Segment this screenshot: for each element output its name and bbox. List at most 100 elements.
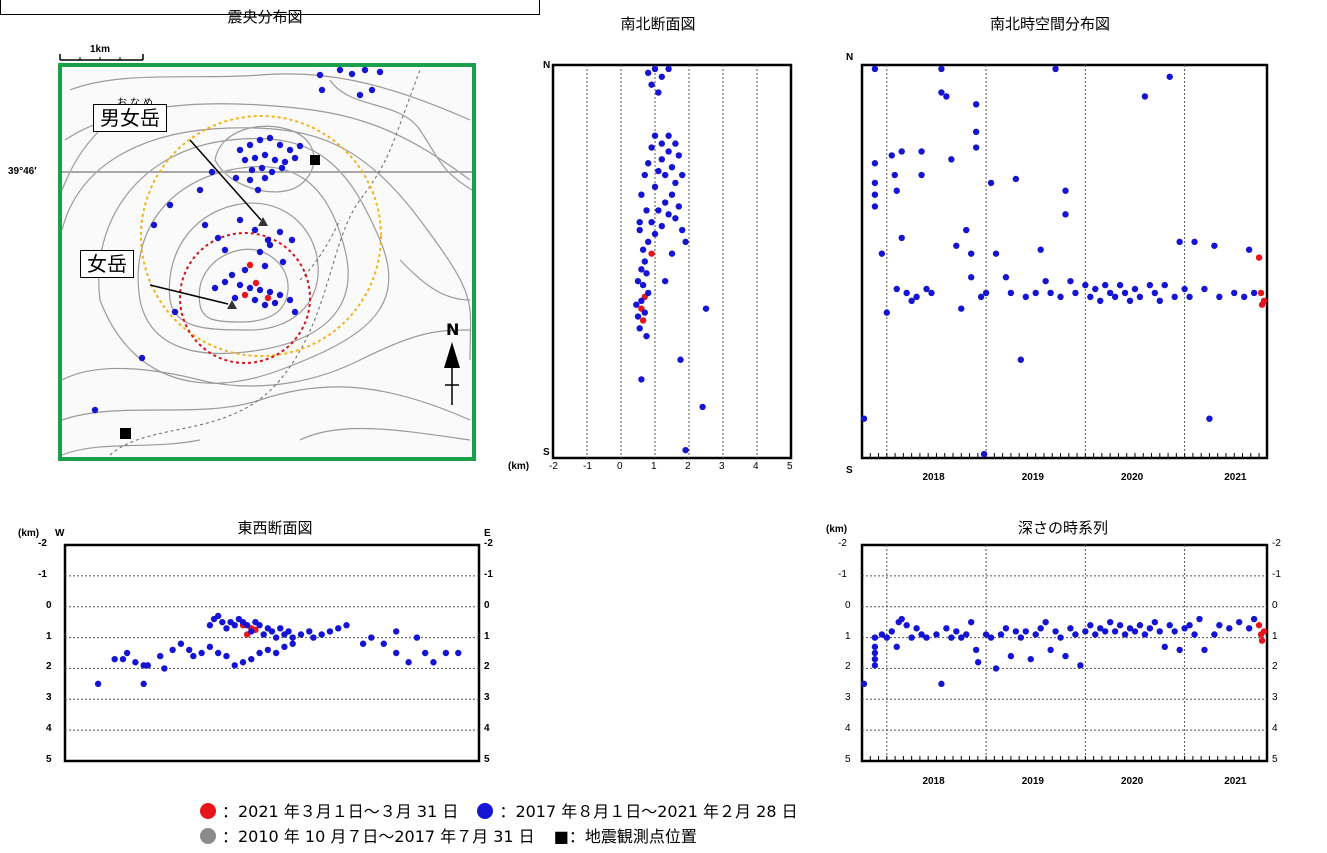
- ew-point-blue: [239, 659, 247, 666]
- legend-blue-text: ：2017 年８月１日～2021 年２月 28 日: [499, 802, 798, 821]
- epicenter-dot-blue: [201, 221, 209, 229]
- dt-point-blue: [1226, 625, 1233, 632]
- peak2-callout: 女岳: [80, 250, 134, 278]
- dt-point-blue: [1236, 618, 1243, 626]
- ns-point-blue: [658, 156, 665, 163]
- ns-point-blue: [699, 403, 706, 411]
- peak2-triangle-icon: [227, 300, 237, 309]
- ns-point-blue: [668, 191, 676, 198]
- nst-point-blue: [1181, 285, 1188, 293]
- ns-point-blue: [658, 222, 665, 230]
- ns-x-tick: 5: [787, 461, 793, 472]
- ns-point-blue: [675, 203, 682, 210]
- nst-point-blue: [1126, 297, 1134, 304]
- ew-point-blue: [430, 659, 437, 666]
- nst-point-blue: [1042, 277, 1049, 285]
- nst-point-blue: [1250, 289, 1258, 297]
- ns-km-label: (km): [508, 461, 530, 472]
- epicenter-dot-blue: [276, 291, 284, 299]
- nst-point-blue: [1176, 238, 1183, 246]
- nst-point-blue: [1216, 293, 1223, 301]
- ns-point-blue: [668, 163, 676, 171]
- epicenter-dot-blue: [246, 284, 254, 292]
- dt-point-blue: [948, 634, 955, 641]
- dt-point-blue: [997, 631, 1005, 638]
- dt-point-blue: [1186, 622, 1193, 629]
- dt-y-tick-right: 0: [1272, 599, 1278, 611]
- dt-y-tick-right: 3: [1272, 692, 1278, 704]
- dt-y-tick-right: 4: [1272, 723, 1278, 735]
- ns-point-red: [648, 250, 655, 257]
- epicenter-dot-blue: [150, 221, 158, 229]
- dt-x-label: 2020: [1120, 776, 1144, 787]
- ns-point-blue: [639, 281, 647, 289]
- nst-point-blue: [938, 65, 945, 73]
- latitude-label: 39°46′: [8, 166, 37, 177]
- dt-point-blue: [903, 622, 910, 629]
- ew-point-blue: [206, 643, 214, 651]
- ew-point-blue: [186, 646, 193, 654]
- dt-point-blue: [878, 631, 886, 638]
- ns-x-tick: -1: [583, 461, 592, 472]
- epicenter-dot-blue: [248, 166, 256, 174]
- dt-point-blue: [1047, 646, 1054, 654]
- dt-point-blue: [1042, 618, 1049, 626]
- nst-point-blue: [1007, 289, 1015, 297]
- ns-point-blue: [662, 199, 669, 206]
- dt-point-blue: [1121, 631, 1129, 638]
- dt-y-tick-left: 1: [845, 630, 851, 642]
- nst-point-blue: [972, 144, 980, 151]
- yellow-dotted-circle: [140, 115, 382, 357]
- ns-point-blue: [672, 215, 679, 222]
- epicenter-dot-blue: [251, 226, 259, 234]
- epicenter-dot-blue: [254, 186, 262, 194]
- ns-x-tick: 3: [719, 461, 725, 472]
- dt-point-blue: [1097, 625, 1104, 632]
- dt-point-blue: [1216, 622, 1223, 629]
- ew-point-blue: [157, 652, 164, 660]
- dt-point-blue: [1171, 628, 1178, 635]
- epicenter-dot-blue: [261, 301, 269, 309]
- dt-point-blue: [888, 628, 895, 635]
- nst-point-blue: [963, 226, 970, 234]
- nst-point-blue: [1131, 285, 1139, 293]
- ew-point-blue: [393, 628, 400, 635]
- ew-point-blue: [368, 634, 375, 641]
- dt-point-blue: [871, 662, 879, 669]
- ew-y-tick-left: 5: [46, 754, 52, 765]
- dt-y-tick-left: 0: [845, 599, 851, 611]
- dt-point-blue: [943, 625, 950, 632]
- legend-row-1: ：2021 年３月１日～３月 31 日 ：2017 年８月１日～2021 年２月…: [200, 798, 798, 822]
- nst-point-blue: [1136, 293, 1144, 301]
- dt-point-blue: [1101, 628, 1109, 635]
- dt-point-blue: [1017, 634, 1025, 641]
- nst-point-blue: [958, 305, 965, 312]
- epicenter-dots: [91, 66, 384, 414]
- ew-point-blue: [281, 643, 288, 651]
- ew-y-tick-right: 1: [484, 630, 490, 642]
- dt-point-blue: [1027, 655, 1034, 663]
- ns-point-blue: [645, 289, 652, 297]
- ns-point-blue: [655, 167, 662, 175]
- ns-point-blue: [651, 65, 659, 73]
- ns-point-blue: [679, 226, 686, 234]
- nst-point-blue: [1037, 246, 1044, 253]
- epicenter-dot-blue: [232, 174, 240, 182]
- epicenter-dot-blue: [138, 354, 146, 362]
- nst-point-blue: [1047, 289, 1054, 297]
- ew-point-blue: [268, 628, 276, 635]
- legend-red-dot-icon: [200, 803, 216, 819]
- dt-point-blue: [933, 631, 940, 638]
- nst-point-blue: [980, 450, 988, 458]
- dt-point-blue: [987, 634, 995, 641]
- dt-point-blue: [982, 631, 990, 638]
- epicenter-dot-blue: [296, 142, 304, 150]
- epicenter-dot-blue: [236, 216, 244, 224]
- ns-point-blue: [645, 160, 652, 167]
- epicenter-dot-blue: [221, 246, 229, 254]
- nst-point-blue: [891, 171, 898, 179]
- epicenter-dot-blue: [231, 294, 239, 302]
- ew-point-blue: [94, 680, 102, 688]
